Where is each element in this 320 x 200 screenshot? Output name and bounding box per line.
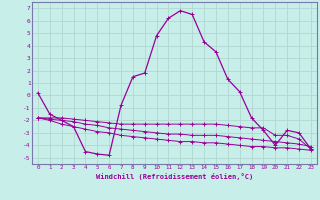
X-axis label: Windchill (Refroidissement éolien,°C): Windchill (Refroidissement éolien,°C) — [96, 173, 253, 180]
